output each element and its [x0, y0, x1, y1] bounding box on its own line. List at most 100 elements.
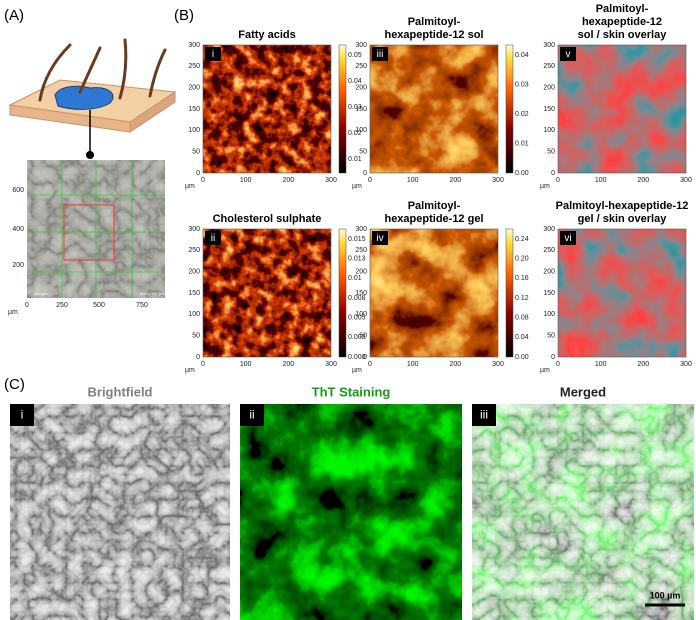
x-tick-label: 100	[240, 361, 252, 368]
y-tick-label: 0	[551, 170, 555, 177]
brightfield-image	[10, 404, 230, 620]
chemical-map	[203, 229, 331, 357]
numeral-box	[10, 404, 34, 426]
x-tick-label: 0	[201, 361, 205, 368]
panel-numeral: i	[212, 49, 214, 60]
y-tick-label: 150	[543, 106, 555, 113]
numeral-box	[372, 231, 388, 245]
unit-label: µm	[540, 183, 550, 190]
x-tick-label: 300	[492, 177, 504, 184]
map-title: Palmitoyl-	[408, 200, 461, 212]
x-tick-label: 100	[407, 361, 419, 368]
map-title: Palmitoyl-hexapeptide-12	[556, 200, 689, 212]
skin-illustration	[8, 38, 177, 159]
colorbar-tick-label: 0.03	[515, 81, 529, 88]
x-tick-label: 0	[368, 177, 372, 184]
x-tick-label: 250	[56, 302, 68, 309]
colorbar-tick-label: 0.04	[515, 52, 529, 59]
colorbar-tick-label: 0.013	[348, 256, 366, 263]
map-frame	[369, 44, 499, 174]
colorbar-tick-label: 0.01	[348, 156, 362, 163]
x-tick-label: 100	[595, 361, 607, 368]
map-frame	[202, 228, 332, 358]
y-tick-label: 0	[551, 354, 555, 361]
y-tick-label: 200	[188, 269, 200, 276]
map-title: hexapeptide-12 gel	[384, 213, 483, 225]
y-tick-label: 150	[543, 290, 555, 297]
y-tick-label: 50	[192, 333, 200, 340]
scale-bar-label: 100 µm	[34, 291, 48, 296]
x-tick-label: 200	[449, 361, 461, 368]
x-tick-label: 100	[407, 177, 419, 184]
y-tick-label: 150	[355, 290, 367, 297]
tht-overlay	[472, 404, 694, 620]
y-tick-label: 300	[355, 42, 367, 49]
y-tick-label: 200	[12, 262, 24, 269]
y-tick-label: 300	[543, 226, 555, 233]
y-tick-label: 100	[355, 127, 367, 134]
x-tick-label: 0	[556, 361, 560, 368]
colorbar-tick-label: 0.00	[515, 354, 529, 361]
x-tick-label: 200	[637, 177, 649, 184]
y-tick-label: 50	[359, 149, 367, 156]
panel-numeral: iii	[480, 408, 488, 422]
panel-label: (B)	[174, 7, 194, 24]
colorbar-tick-label: 0.24	[515, 236, 529, 243]
x-tick-label: 200	[637, 361, 649, 368]
x-tick-label: 0	[556, 177, 560, 184]
y-tick-label: 400	[12, 226, 24, 233]
y-tick-label: 50	[547, 149, 555, 156]
colorbar-tick-label: 0.01	[348, 275, 362, 282]
y-tick-label: 100	[543, 127, 555, 134]
colorbar	[505, 228, 514, 358]
y-tick-label: 150	[188, 290, 200, 297]
colorbar-tick-label: 0.04	[515, 334, 529, 341]
chemical-map	[203, 45, 331, 173]
y-tick-label: 200	[355, 269, 367, 276]
y-tick-label: 100	[543, 311, 555, 318]
x-tick-label: 200	[449, 177, 461, 184]
colorbar-tick-label: 0.00	[515, 170, 529, 177]
x-tick-label: 0	[25, 302, 29, 309]
panel-numeral: iii	[377, 49, 384, 60]
map-title: Fatty acids	[238, 29, 295, 41]
y-tick-label: 250	[543, 63, 555, 70]
scale-bar-label: 100 µm	[650, 590, 681, 600]
colorbar-tick-label: 0.03	[348, 104, 362, 111]
unit-label: µm	[352, 183, 362, 190]
y-tick-label: 0	[363, 354, 367, 361]
colorbar	[338, 228, 347, 358]
tht-image	[240, 404, 462, 620]
chemical-map	[558, 45, 686, 173]
panel-numeral: iv	[376, 233, 383, 244]
map-title: Cholesterol sulphate	[213, 213, 322, 225]
colorbar-tick-label: 0.16	[515, 275, 529, 282]
y-tick-label: 0	[196, 170, 200, 177]
y-tick-label: 250	[543, 247, 555, 254]
colorbar-tick-label: 0.08	[515, 315, 529, 322]
map-frame	[202, 44, 332, 174]
x-tick-label: 300	[492, 361, 504, 368]
y-tick-label: 150	[355, 106, 367, 113]
colorbar-tick-label: 0.20	[515, 256, 529, 263]
chemical-map	[558, 229, 686, 357]
y-tick-label: 600	[12, 187, 24, 194]
colorbar-tick-label: 0.003	[348, 334, 366, 341]
unit-label: µm	[185, 183, 195, 190]
numeral-box	[205, 47, 221, 61]
image-title: ThT Staining	[312, 384, 391, 399]
map-title: Palmitoyl-	[596, 3, 649, 15]
x-tick-label: 300	[680, 177, 692, 184]
unit-label: µm	[8, 309, 18, 316]
colorbar-tick-label: 0.12	[515, 295, 529, 302]
x-tick-label: 300	[680, 361, 692, 368]
y-tick-label: 250	[355, 63, 367, 70]
colorbar-tick-label: 0.04	[348, 78, 362, 85]
panel-numeral: v	[566, 49, 571, 60]
x-tick-label: 100	[595, 177, 607, 184]
colorbar	[505, 44, 514, 174]
y-tick-label: 300	[188, 226, 200, 233]
x-tick-label: 0	[368, 361, 372, 368]
y-tick-label: 250	[188, 247, 200, 254]
chemical-map	[370, 45, 498, 173]
